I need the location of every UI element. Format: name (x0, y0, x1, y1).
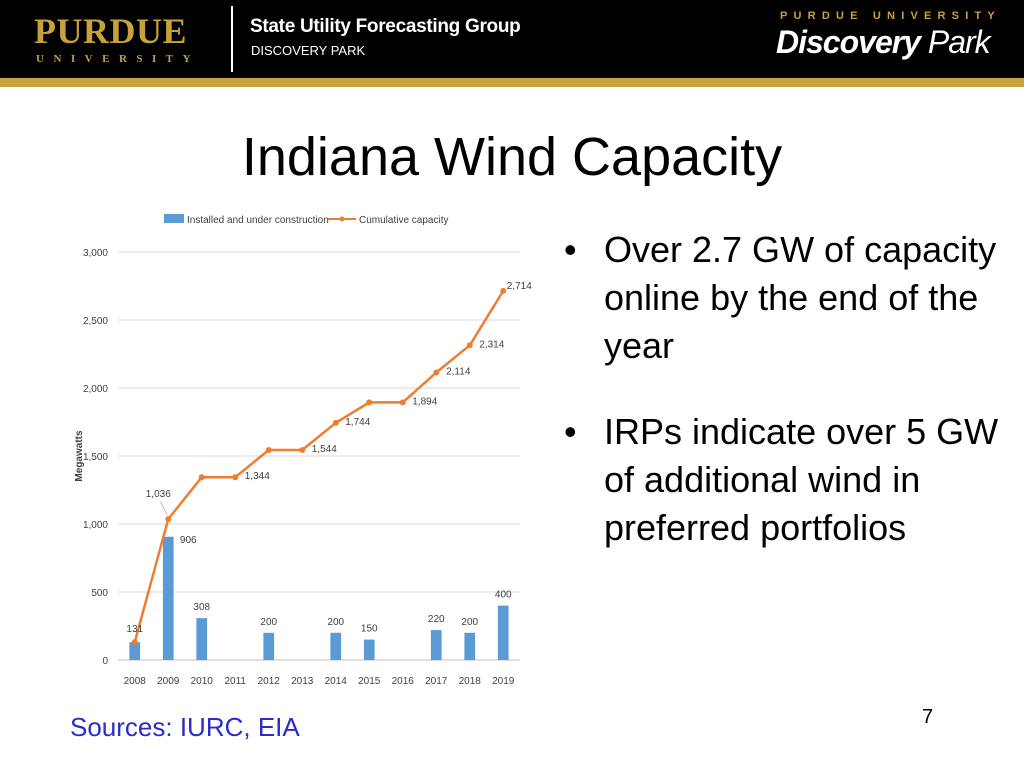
y-tick-label: 2,500 (83, 316, 108, 327)
bar (263, 632, 275, 660)
y-tick-label: 1,500 (83, 452, 108, 463)
bar (497, 605, 509, 660)
line-point (366, 399, 373, 406)
bar (430, 630, 442, 660)
bar (464, 632, 476, 660)
x-tick-label: 2018 (459, 676, 482, 687)
bar-data-label: 200 (327, 617, 344, 628)
page-number: 7 (922, 706, 934, 728)
bar-data-label: 400 (495, 590, 512, 601)
x-tick-label: 2019 (492, 676, 515, 687)
line-point (399, 399, 406, 406)
line-point (165, 516, 172, 523)
x-tick-label: 2016 (392, 676, 415, 687)
bullet-list: • Over 2.7 GW of capacity online by the e… (560, 226, 1000, 590)
bar (363, 639, 375, 660)
line-point (198, 474, 205, 481)
line-data-label: 1,544 (312, 444, 337, 455)
bullet-item: • Over 2.7 GW of capacity online by the e… (560, 226, 1000, 370)
legend-label: Cumulative capacity (359, 215, 448, 226)
bar-data-label: 308 (193, 602, 210, 613)
x-tick-label: 2010 (191, 676, 214, 687)
y-axis-label: Megawatts (74, 430, 85, 482)
purdue-logo-word: PURDUE (34, 11, 187, 51)
x-tick-label: 2017 (425, 676, 448, 687)
x-tick-label: 2015 (358, 676, 381, 687)
discovery-park-logo-top: PURDUE UNIVERSITY (780, 10, 1001, 22)
y-tick-label: 1,000 (83, 520, 108, 531)
x-tick-label: 2011 (224, 676, 246, 687)
label-leader-line (159, 500, 168, 516)
discovery-park-logo-a: Discovery (776, 24, 921, 60)
bullet-text: IRPs indicate over 5 GW of additional wi… (604, 411, 999, 548)
discovery-park-logo-b: Park (919, 24, 991, 60)
x-tick-label: 2013 (291, 676, 314, 687)
wind-capacity-chart: 0 500 1,000 1,500 2,000 2,500 3,000 Megawatts 20… (74, 214, 532, 687)
x-tick-label: 2014 (325, 676, 348, 687)
line-point (131, 639, 138, 646)
bullet-item: • IRPs indicate over 5 GW of additional w… (560, 408, 1000, 552)
slide-title: Indiana Wind Capacity (241, 127, 783, 187)
line-data-label: 1,744 (345, 417, 370, 428)
sources-note: Sources: IURC, EIA (70, 712, 300, 742)
line-point (265, 447, 272, 454)
bar (196, 618, 208, 660)
y-tick-label: 0 (102, 656, 108, 667)
legend-label: Installed and under construction (187, 215, 329, 226)
bullet-marker: • (564, 229, 577, 270)
line-data-label: 2,314 (479, 339, 504, 350)
bar-data-label: 906 (180, 535, 197, 546)
bullet-text: Over 2.7 GW of capacity online by the en… (604, 229, 997, 366)
header-divider (231, 6, 233, 72)
legend-bar-swatch (164, 214, 184, 223)
y-tick-label: 3,000 (83, 248, 108, 259)
line-point (299, 447, 306, 454)
legend-line-marker (339, 216, 345, 222)
header-gold-stripe (0, 78, 1024, 87)
cumulative-line (133, 290, 505, 643)
header-bar (0, 0, 1024, 78)
y-tick-label: 2,000 (83, 384, 108, 395)
line-point (433, 369, 440, 376)
bullet-marker: • (564, 411, 577, 452)
bar-data-label: 200 (461, 617, 478, 628)
x-tick-label: 2008 (124, 676, 147, 687)
line-point (232, 474, 239, 481)
line-data-label: 1,344 (245, 471, 270, 482)
bar (330, 632, 342, 660)
y-tick-label: 500 (91, 588, 108, 599)
discovery-park-logo: Discovery Park (776, 24, 991, 61)
bar (162, 536, 174, 660)
line-point (466, 342, 473, 349)
line-point (332, 419, 339, 426)
line-point (500, 287, 507, 294)
bar-data-label: 220 (428, 614, 445, 625)
purdue-logo-subtitle: UNIVERSITY (36, 53, 201, 65)
bar-data-label: 150 (361, 624, 378, 635)
line-data-label: 2,114 (446, 366, 471, 377)
org-title: State Utility Forecasting Group (250, 16, 521, 37)
x-tick-label: 2009 (157, 676, 180, 687)
bar-data-label: 200 (260, 617, 277, 628)
line-data-label: 2,714 (507, 281, 532, 292)
bar-data-label: 131 (126, 624, 143, 635)
bar (129, 642, 141, 660)
line-data-label: 1,894 (412, 396, 437, 407)
org-subtitle: DISCOVERY PARK (251, 43, 366, 58)
x-tick-label: 2012 (258, 676, 281, 687)
line-data-label: 1,036 (146, 489, 171, 500)
